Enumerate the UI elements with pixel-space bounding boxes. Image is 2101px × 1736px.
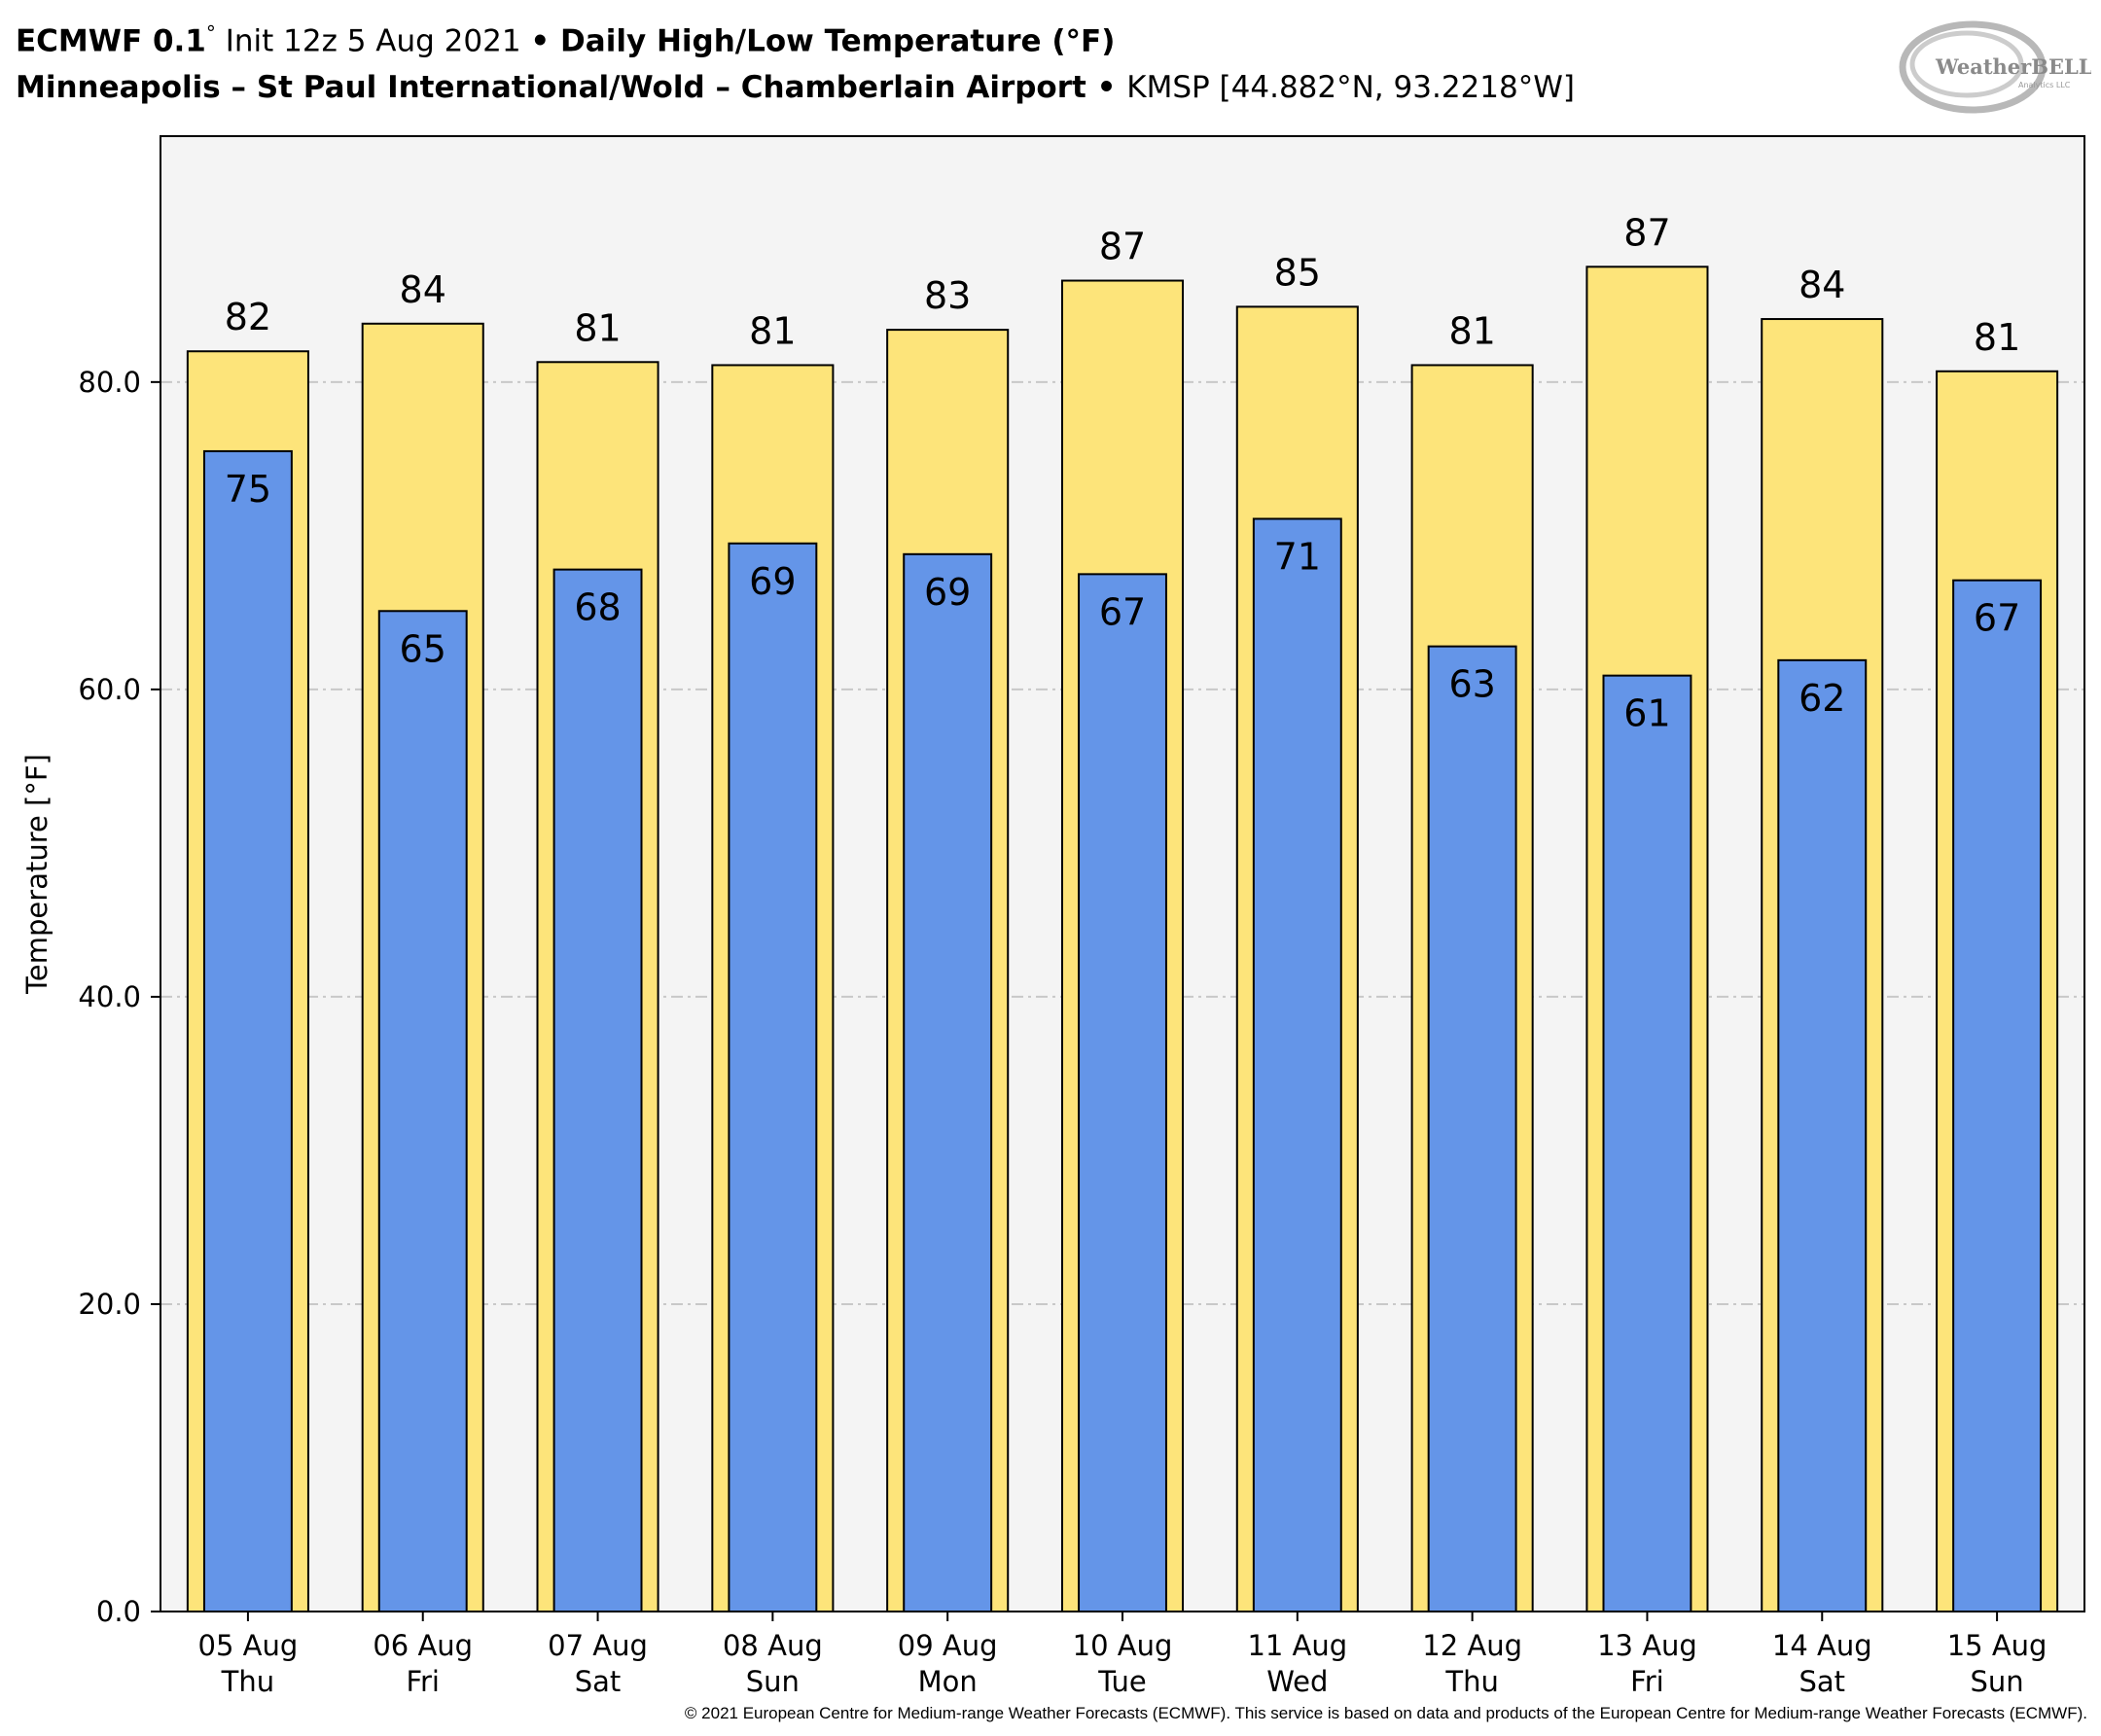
copyright-notice: © 2021 European Centre for Medium-range … — [684, 1704, 2087, 1722]
x-tick-weekday: Sat — [1798, 1665, 1845, 1698]
low-temp-label: 65 — [400, 627, 446, 670]
high-temp-label: 81 — [574, 306, 621, 349]
x-tick-weekday: Mon — [918, 1665, 978, 1698]
header-line-1: ECMWF 0.1° Init 12z 5 Aug 2021 • Daily H… — [16, 10, 1575, 64]
station-separator: • — [1086, 70, 1127, 106]
y-tick-label: 0.0 — [96, 1595, 141, 1628]
low-temp-label: 61 — [1623, 692, 1670, 735]
low-temp-label: 71 — [1274, 535, 1321, 578]
low-temp-bar — [377, 610, 468, 1612]
header-line-2: Minneapolis – St Paul International/Wold… — [16, 64, 1575, 111]
x-tick-date: 11 Aug — [1247, 1629, 1347, 1662]
y-axis-label: Temperature [°F] — [20, 754, 53, 995]
low-temp-bar — [1952, 579, 2043, 1613]
low-temp-bar — [1427, 645, 1517, 1612]
low-temp-label: 69 — [749, 560, 796, 603]
logo-text: WeatherBELL — [1935, 54, 2091, 79]
y-axis: 0.0 20.0 40.0 60.0 80.0 — [78, 366, 160, 1628]
x-tick-date: 09 Aug — [898, 1629, 998, 1662]
low-temp-bar — [903, 552, 993, 1612]
y-tick-label: 80.0 — [78, 366, 141, 399]
x-tick-date: 10 Aug — [1073, 1629, 1173, 1662]
x-tick-weekday: Thu — [1444, 1665, 1498, 1698]
x-tick-weekday: Wed — [1266, 1665, 1328, 1698]
low-temp-label: 69 — [924, 571, 971, 614]
high-temp-label: 83 — [924, 274, 971, 317]
station-code: KMSP [44.882°N, 93.2218°W] — [1126, 70, 1575, 106]
high-temp-label: 81 — [1448, 309, 1495, 352]
low-temp-label: 67 — [1099, 590, 1146, 633]
high-temp-label: 87 — [1099, 226, 1146, 268]
low-temp-label: 62 — [1798, 677, 1845, 720]
low-temp-label: 68 — [574, 586, 621, 629]
low-temp-bar — [552, 568, 643, 1612]
x-tick-date: 08 Aug — [723, 1629, 823, 1662]
bar-series — [186, 266, 2059, 1613]
high-temp-label: 87 — [1623, 211, 1670, 254]
weatherbell-logo: WeatherBELL Analytics LLC — [1897, 14, 2093, 121]
x-tick-date: 05 Aug — [198, 1629, 299, 1662]
init-time: Init 12z 5 Aug 2021 — [215, 23, 531, 59]
x-tick-weekday: Thu — [221, 1665, 274, 1698]
x-tick-date: 07 Aug — [548, 1629, 648, 1662]
high-temp-label: 84 — [400, 268, 446, 311]
low-temp-bar — [202, 449, 293, 1612]
low-temp-bar — [1252, 517, 1342, 1612]
y-tick-label: 60.0 — [78, 673, 141, 706]
low-temp-label: 67 — [1974, 597, 2020, 640]
model-name: ECMWF 0.1 — [16, 23, 206, 59]
header-separator: • — [530, 23, 551, 59]
chart-header: ECMWF 0.1° Init 12z 5 Aug 2021 • Daily H… — [16, 10, 1575, 111]
x-tick-weekday: Fri — [406, 1665, 440, 1698]
low-temp-bar — [728, 542, 818, 1612]
high-temp-label: 85 — [1274, 251, 1321, 294]
x-tick-date: 15 Aug — [1947, 1629, 2048, 1662]
low-temp-bar — [1078, 573, 1167, 1612]
y-tick-label: 20.0 — [78, 1288, 141, 1321]
x-tick-weekday: Sun — [1971, 1665, 2024, 1698]
y-tick-label: 40.0 — [78, 980, 141, 1013]
model-degree: ° — [205, 21, 216, 45]
low-temp-label: 75 — [225, 468, 271, 511]
x-tick-date: 13 Aug — [1597, 1629, 1697, 1662]
x-tick-weekday: Sun — [746, 1665, 800, 1698]
x-tick-weekday: Tue — [1097, 1665, 1147, 1698]
x-tick-date: 06 Aug — [373, 1629, 473, 1662]
data-labels: 82 75 84 65 81 68 81 69 83 69 87 67 85 71 81 63 87 61 84 62… — [225, 211, 2021, 734]
x-tick-weekday: Sat — [575, 1665, 622, 1698]
station-name: Minneapolis – St Paul International/Wold… — [16, 70, 1086, 106]
logo-subtext: Analytics LLC — [2018, 81, 2071, 89]
x-tick-date: 12 Aug — [1422, 1629, 1522, 1662]
chart-title: Daily High/Low Temperature (°F) — [550, 23, 1116, 59]
high-temp-label: 81 — [1974, 316, 2020, 359]
low-temp-bar — [1602, 674, 1692, 1612]
x-tick-weekday: Fri — [1630, 1665, 1664, 1698]
x-tick-date: 14 Aug — [1772, 1629, 1872, 1662]
high-temp-label: 81 — [749, 309, 796, 352]
high-temp-label: 82 — [225, 296, 271, 338]
low-temp-bar — [1777, 658, 1868, 1612]
high-temp-label: 84 — [1798, 264, 1845, 306]
low-temp-label: 63 — [1448, 663, 1495, 706]
